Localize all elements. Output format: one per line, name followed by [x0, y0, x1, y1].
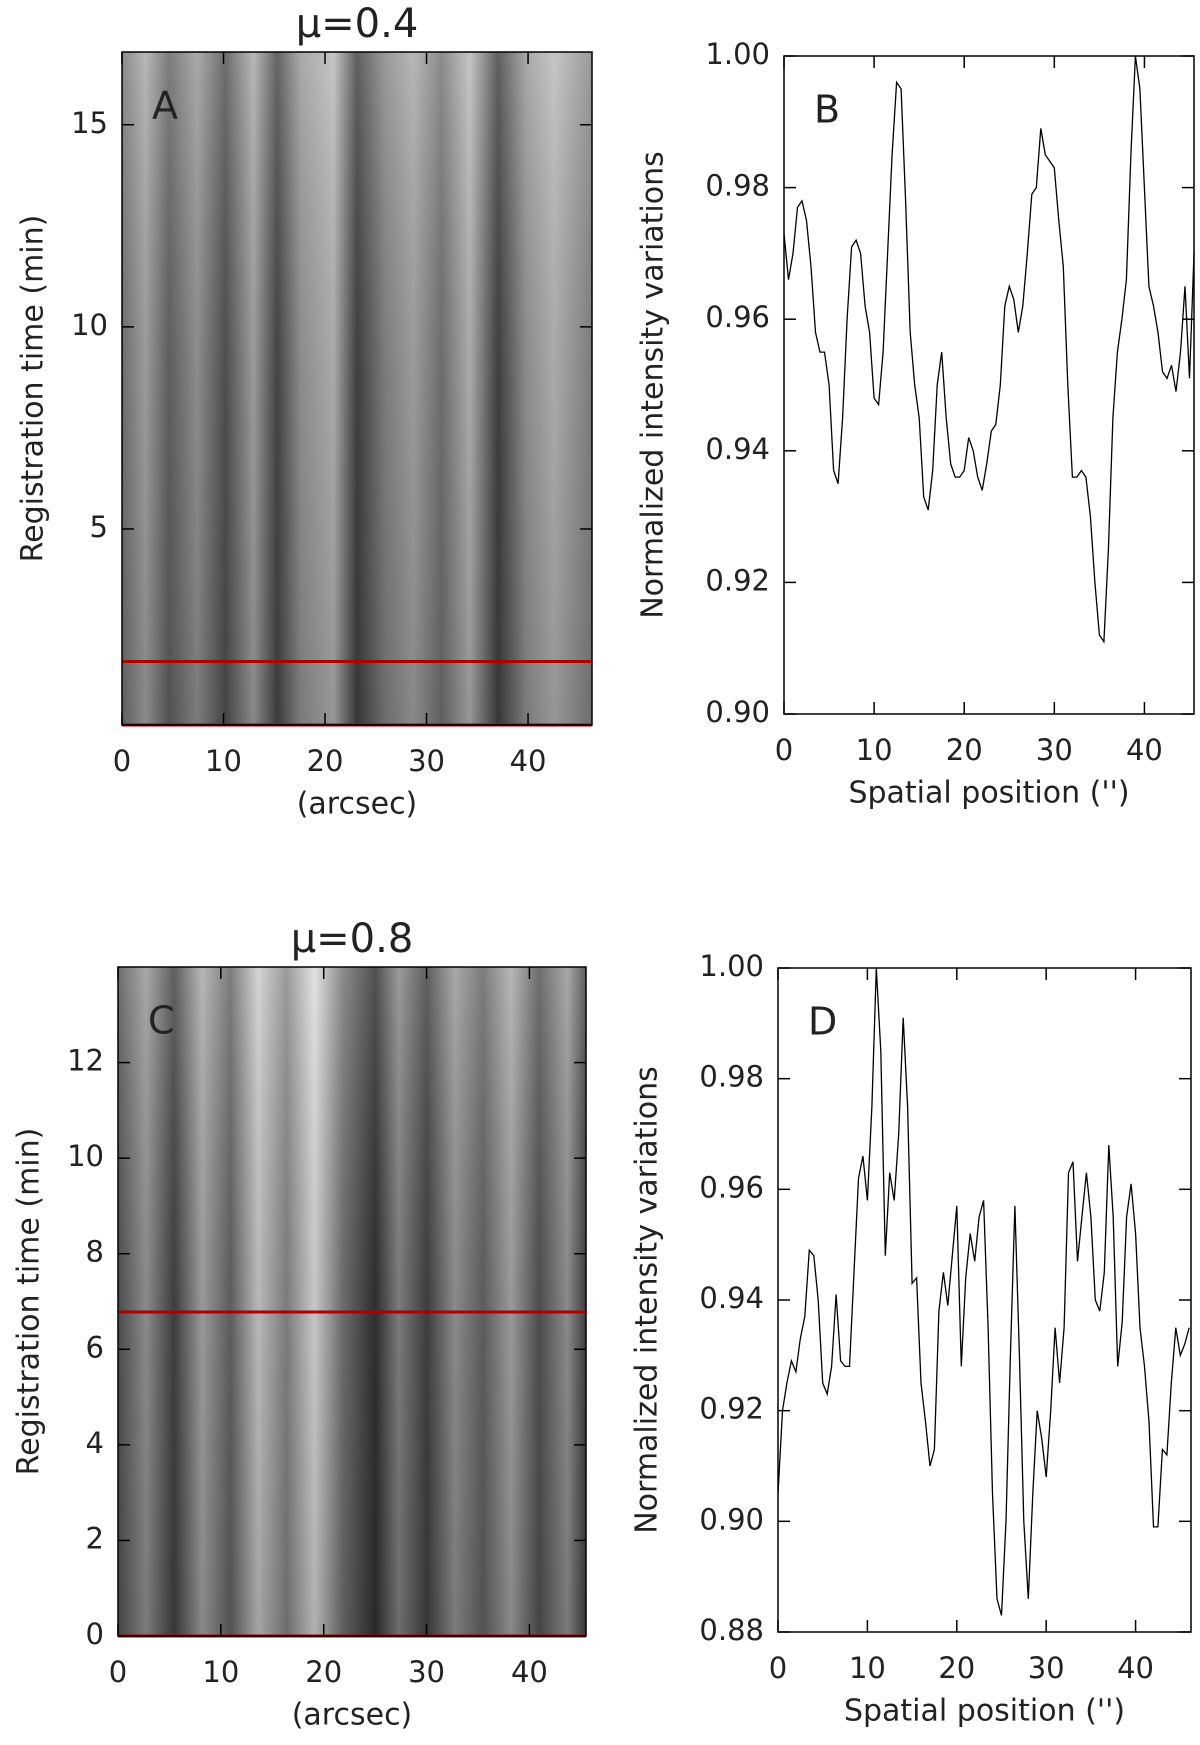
y-tick-label: 0.98: [705, 169, 770, 203]
x-tick-label: 20: [305, 1655, 342, 1689]
plot-frame: [783, 55, 1195, 715]
y-tick-label: 0.96: [699, 1170, 764, 1204]
intensity-line: [783, 55, 1195, 644]
x-tick-label: 0: [109, 1655, 127, 1689]
y-tick-label: 15: [71, 106, 108, 140]
panel-title: μ=0.4: [296, 1, 419, 47]
plot-frame: [121, 51, 593, 726]
y-tick-label: 0.90: [705, 695, 770, 729]
x-axis-label: (arcsec): [297, 787, 418, 822]
x-tick-label: 30: [408, 1655, 445, 1689]
y-tick-label: 10: [71, 308, 108, 342]
y-tick-label: 0.92: [699, 1392, 764, 1426]
x-tick-label: 30: [408, 744, 445, 778]
x-tick-label: 30: [1028, 1651, 1065, 1685]
image-shade: [118, 967, 586, 1636]
x-tick-label: 20: [307, 744, 344, 778]
y-tick-label: 2: [86, 1521, 104, 1555]
y-tick-label: 12: [67, 1044, 104, 1078]
x-tick-label: 10: [849, 1651, 886, 1685]
x-tick-label: 0: [113, 744, 131, 778]
x-axis-label: Spatial position (''): [844, 1694, 1125, 1729]
y-tick-label: 10: [67, 1139, 104, 1173]
image-shade: [122, 52, 592, 725]
x-axis-label: (arcsec): [292, 1698, 413, 1733]
plot-frame: [777, 967, 1192, 1633]
y-tick-label: 1.00: [699, 949, 764, 983]
plot-frame: [117, 966, 587, 1637]
y-axis-label: Registration time (min): [16, 215, 51, 563]
y-tick-label: 6: [86, 1330, 104, 1364]
y-tick-label: 0.98: [699, 1060, 764, 1094]
y-tick-label: 5: [90, 510, 108, 544]
x-tick-label: 10: [202, 1655, 239, 1689]
panel-label: D: [808, 1000, 837, 1044]
x-tick-label: 0: [775, 733, 793, 767]
y-axis-label: Normalized intensity variations: [630, 1066, 665, 1534]
y-tick-label: 0: [86, 1617, 104, 1651]
x-axis-label: Spatial position (''): [848, 776, 1129, 811]
x-tick-label: 40: [510, 744, 547, 778]
y-tick-label: 8: [86, 1235, 104, 1269]
y-tick-label: 0.92: [705, 563, 770, 597]
x-tick-label: 20: [938, 1651, 975, 1685]
y-tick-label: 1.00: [705, 37, 770, 71]
y-axis-label: Normalized intensity variations: [636, 151, 671, 619]
x-tick-label: 20: [946, 733, 983, 767]
x-tick-label: 40: [1117, 1651, 1154, 1685]
y-tick-label: 0.94: [705, 432, 770, 466]
y-tick-label: 0.88: [699, 1613, 764, 1647]
panel-label: A: [152, 84, 178, 128]
y-axis-label: Registration time (min): [12, 1128, 47, 1476]
x-tick-label: 10: [856, 733, 893, 767]
panel-label: C: [148, 999, 175, 1043]
x-tick-label: 0: [769, 1651, 787, 1685]
x-tick-label: 10: [205, 744, 242, 778]
panel-title: μ=0.8: [291, 916, 414, 962]
y-tick-label: 0.96: [705, 300, 770, 334]
y-tick-label: 0.94: [699, 1281, 764, 1315]
y-tick-label: 0.90: [699, 1502, 764, 1536]
y-tick-label: 4: [86, 1426, 104, 1460]
x-tick-label: 40: [1126, 733, 1163, 767]
x-tick-label: 30: [1036, 733, 1073, 767]
panel-label: B: [814, 88, 840, 132]
intensity-line: [777, 967, 1190, 1616]
x-tick-label: 40: [511, 1655, 548, 1689]
